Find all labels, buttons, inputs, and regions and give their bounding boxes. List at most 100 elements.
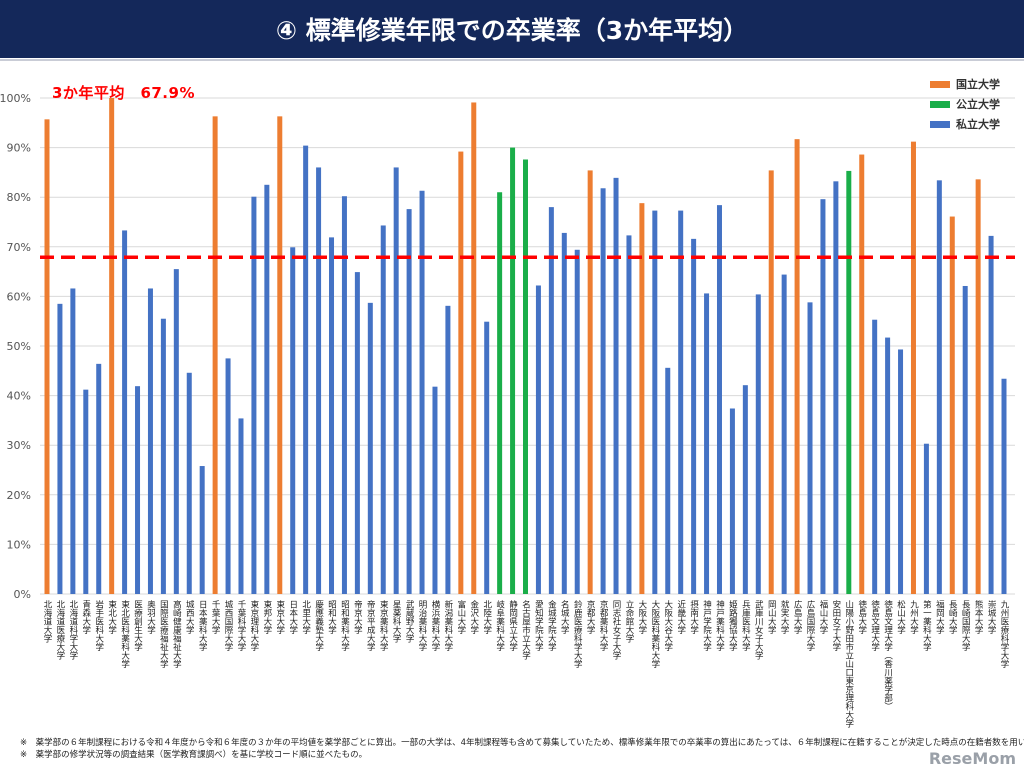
x-tick-label: 名古屋市立大学	[520, 600, 531, 660]
bar	[716, 205, 722, 595]
x-tick-label: 金沢大学	[468, 600, 479, 634]
bar	[885, 337, 891, 594]
bar	[1001, 378, 1007, 594]
bar	[548, 207, 554, 594]
bar	[238, 418, 244, 594]
x-tick-label: 新潟薬科大学	[442, 600, 453, 651]
x-tick-label: 長崎大学	[947, 600, 958, 634]
x-tick-label: 東北医科薬科大学	[119, 600, 130, 668]
bar	[949, 216, 955, 594]
bar	[109, 98, 115, 594]
x-tick-label: 長崎国際大学	[960, 600, 971, 651]
bar	[264, 184, 270, 595]
bar	[329, 237, 335, 594]
x-tick-label: 静岡県立大学	[507, 600, 518, 651]
bar	[186, 372, 192, 594]
x-tick-label: 帝京平成大学	[365, 600, 376, 651]
footnote: ※ 薬学部の修学状況等の調査結果（医学教育課調べ）を基に学校コード順に並べたもの…	[20, 750, 368, 760]
bar	[781, 274, 787, 594]
x-tick-label: 熊本大学	[973, 600, 984, 634]
x-tick-label: 山陽小野田市立山口東京理科大学	[843, 600, 854, 728]
x-tick-label: 大阪大谷大学	[662, 600, 673, 651]
bar	[975, 179, 981, 594]
x-tick-label: 医療創生大学	[132, 600, 143, 651]
bar	[587, 170, 593, 594]
bar	[859, 154, 865, 594]
bar	[212, 116, 218, 595]
x-tick-label: 愛知学院大学	[533, 600, 544, 651]
bar	[561, 232, 567, 595]
x-tick-label: 東北大学	[106, 600, 117, 634]
x-tick-label: 東京薬科大学	[378, 600, 389, 651]
bar	[678, 210, 684, 595]
bar	[704, 293, 710, 594]
x-tick-label: 北海道科学大学	[67, 600, 78, 660]
bar	[57, 303, 63, 594]
x-tick-label: 広島国際大学	[805, 600, 815, 651]
x-tick-label: 九州医療科学大学	[999, 600, 1009, 668]
bar	[354, 272, 360, 594]
bar	[83, 389, 89, 594]
y-tick-label: 30%	[7, 439, 31, 452]
bar	[497, 192, 503, 595]
x-tick-label: 高崎健康福祉大学	[171, 600, 182, 668]
x-tick-label: 明治薬科大学	[417, 600, 428, 651]
x-tick-label: 昭和薬科大学	[339, 600, 350, 651]
bar	[988, 235, 994, 594]
x-tick-label: 兵庫医科大学	[740, 600, 751, 651]
x-tick-label: 日本薬科大学	[197, 600, 208, 651]
bar	[535, 285, 541, 594]
x-tick-label: 国際医療福祉大学	[158, 600, 169, 668]
bar	[445, 305, 451, 594]
x-tick-label: 北陸大学	[481, 600, 492, 634]
bar	[936, 180, 942, 594]
x-tick-label: 東京大学	[274, 600, 285, 634]
x-tick-label: 徳島文理大学（香川薬学部）	[882, 600, 893, 711]
bar	[768, 170, 774, 594]
y-tick-label: 100%	[0, 92, 31, 105]
bar	[122, 230, 128, 594]
legend-label: 公立大学	[956, 98, 1000, 111]
x-tick-label: 富山大学	[455, 600, 466, 634]
x-tick-label: 横浜薬科大学	[429, 600, 440, 651]
bar	[639, 203, 645, 595]
y-tick-label: 50%	[7, 340, 31, 353]
legend-swatch-private	[930, 120, 950, 128]
bar	[44, 119, 50, 594]
x-tick-label: 徳島文理大学	[869, 600, 880, 651]
y-tick-label: 90%	[7, 142, 31, 155]
bar	[432, 386, 438, 594]
bar	[600, 188, 606, 594]
legend-item-private: 私立大学	[930, 114, 1000, 134]
x-tick-label: 同志社女子大学	[611, 600, 622, 660]
x-tick-label: 福山大学	[817, 600, 828, 634]
bar	[96, 363, 102, 594]
bar	[691, 238, 697, 594]
bar	[380, 225, 386, 595]
x-tick-label: 岐阜薬科大学	[494, 600, 505, 651]
bar	[872, 319, 878, 594]
bar	[613, 177, 619, 594]
x-tick-label: 第一薬科大学	[921, 600, 932, 651]
bar	[471, 102, 477, 595]
bar	[742, 385, 748, 594]
bar	[898, 349, 904, 594]
x-tick-label: 九州大学	[908, 600, 919, 634]
x-tick-label: 京都大学	[585, 600, 596, 634]
x-tick-label: 帝京大学	[352, 600, 363, 634]
x-tick-label: 就実大学	[779, 600, 790, 634]
x-tick-label: 神戸学院大学	[701, 600, 712, 651]
title-divider	[0, 59, 1024, 61]
bar	[523, 159, 528, 594]
bar	[923, 443, 929, 594]
y-tick-label: 0%	[14, 588, 31, 601]
x-tick-label: 千葉大学	[210, 600, 221, 634]
bar	[755, 294, 761, 594]
footnotes: ※ 薬学部の６年制課程における令和４年度から令和６年度の３か年の平均値を薬学部ご…	[20, 737, 1024, 761]
resemom-logo: ReseMom	[928, 749, 1016, 768]
bar	[290, 247, 296, 594]
average-label: 3か年平均 67.9%	[52, 84, 195, 102]
bar	[303, 145, 309, 594]
x-tick-label: 松山大学	[895, 600, 906, 634]
bar	[225, 358, 231, 594]
